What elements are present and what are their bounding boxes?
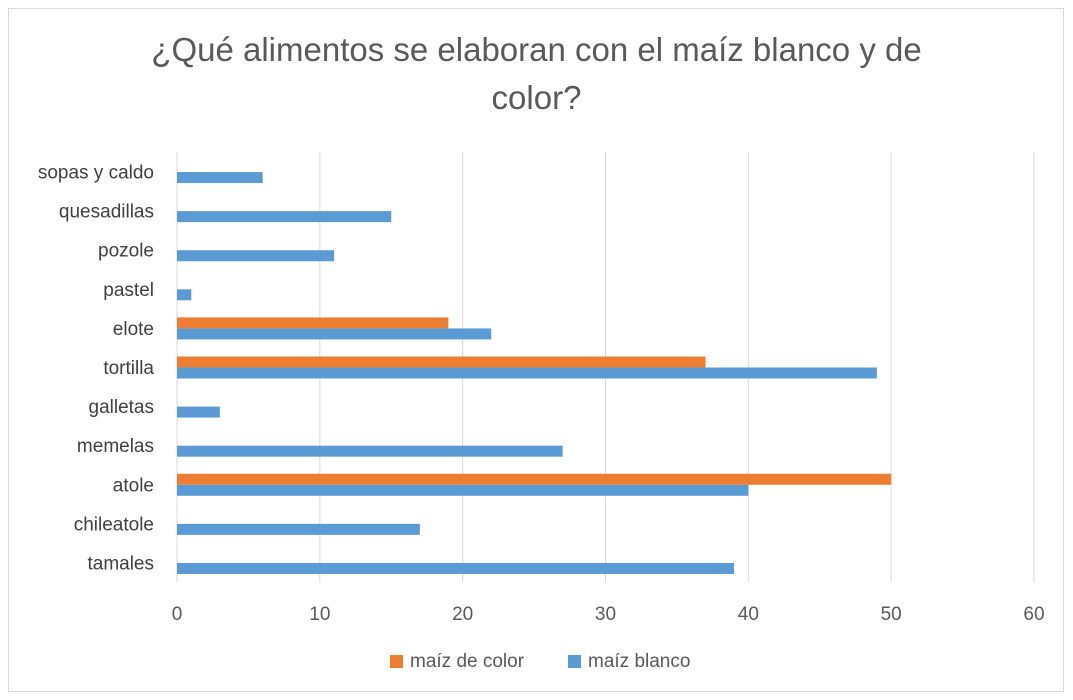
bar-maiz-blanco-atole xyxy=(177,484,749,496)
bar-maiz-blanco-sopas-y-caldo xyxy=(177,172,263,184)
category-label: sopas y caldo xyxy=(38,163,154,184)
bar-maiz-blanco-elote xyxy=(177,328,492,340)
category-label: galletas xyxy=(89,397,155,418)
category-label: elote xyxy=(113,319,154,340)
category-label: pozole xyxy=(98,241,154,262)
bar-maiz-blanco-tortilla xyxy=(177,367,877,379)
x-tick-label: 0 xyxy=(172,604,183,625)
chart-title-text: ¿Qué alimentos se elaboran con el maíz b… xyxy=(151,31,922,116)
legend-label: maíz de color xyxy=(410,651,525,672)
x-tick-label: 30 xyxy=(595,604,616,625)
bar-maiz-de-color-atole xyxy=(177,473,892,485)
legend-swatch-maiz-de-color xyxy=(390,655,403,668)
chart-frame xyxy=(8,8,1064,692)
bar-maiz-blanco-quesadillas xyxy=(177,211,392,223)
legend: maíz de color maíz blanco xyxy=(390,651,690,672)
bar-maiz-blanco-memelas xyxy=(177,445,563,457)
x-tick-label: 20 xyxy=(452,604,473,625)
bar-maiz-de-color-tortilla xyxy=(177,356,706,368)
category-label: atole xyxy=(113,475,154,496)
x-tick-labels: 0 10 20 30 40 50 60 xyxy=(172,604,1045,625)
bar-maiz-blanco-tamales xyxy=(177,562,735,574)
bars xyxy=(177,172,892,574)
x-tick-label: 10 xyxy=(309,604,330,625)
category-label: tortilla xyxy=(103,358,154,379)
chart-title: ¿Qué alimentos se elaboran con el maíz b… xyxy=(0,26,1073,122)
x-tick-label: 40 xyxy=(738,604,759,625)
bar-maiz-de-color-elote xyxy=(177,317,449,329)
category-label: quesadillas xyxy=(59,202,154,223)
bar-maiz-blanco-chileatole xyxy=(177,523,420,535)
legend-label: maíz blanco xyxy=(588,651,690,672)
category-label: chileatole xyxy=(74,514,154,535)
x-tick-label: 50 xyxy=(881,604,902,625)
legend-swatch-maiz-blanco xyxy=(568,655,581,668)
bar-maiz-blanco-pozole xyxy=(177,250,335,262)
bar-maiz-blanco-galletas xyxy=(177,406,220,418)
bar-maiz-blanco-pastel xyxy=(177,289,192,301)
x-tick-label: 60 xyxy=(1023,604,1044,625)
category-labels: tamales chileatole atole memelas galletas tor… xyxy=(38,163,155,575)
category-label: tamales xyxy=(87,553,154,574)
category-label: pastel xyxy=(103,280,154,301)
category-label: memelas xyxy=(77,436,154,457)
